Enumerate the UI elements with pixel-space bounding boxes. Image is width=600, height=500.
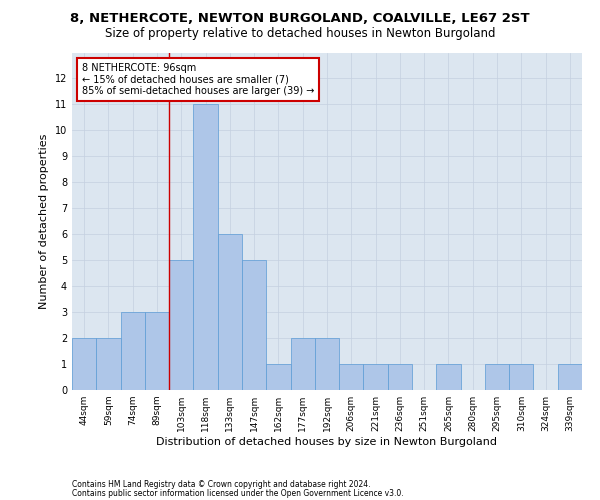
Bar bbox=[485, 364, 509, 390]
Text: 8 NETHERCOTE: 96sqm
← 15% of detached houses are smaller (7)
85% of semi-detache: 8 NETHERCOTE: 96sqm ← 15% of detached ho… bbox=[82, 62, 314, 96]
Text: Size of property relative to detached houses in Newton Burgoland: Size of property relative to detached ho… bbox=[105, 28, 495, 40]
Y-axis label: Number of detached properties: Number of detached properties bbox=[39, 134, 49, 309]
Bar bbox=[388, 364, 412, 390]
Bar bbox=[96, 338, 121, 390]
Bar bbox=[364, 364, 388, 390]
Bar bbox=[290, 338, 315, 390]
Text: Contains public sector information licensed under the Open Government Licence v3: Contains public sector information licen… bbox=[72, 488, 404, 498]
Bar bbox=[193, 104, 218, 390]
Bar bbox=[145, 312, 169, 390]
Bar bbox=[121, 312, 145, 390]
Bar bbox=[315, 338, 339, 390]
Bar bbox=[266, 364, 290, 390]
Text: 8, NETHERCOTE, NEWTON BURGOLAND, COALVILLE, LE67 2ST: 8, NETHERCOTE, NEWTON BURGOLAND, COALVIL… bbox=[70, 12, 530, 26]
Text: Contains HM Land Registry data © Crown copyright and database right 2024.: Contains HM Land Registry data © Crown c… bbox=[72, 480, 371, 489]
Bar bbox=[72, 338, 96, 390]
Bar bbox=[436, 364, 461, 390]
Bar bbox=[558, 364, 582, 390]
Bar bbox=[339, 364, 364, 390]
Bar bbox=[242, 260, 266, 390]
X-axis label: Distribution of detached houses by size in Newton Burgoland: Distribution of detached houses by size … bbox=[157, 437, 497, 447]
Bar bbox=[509, 364, 533, 390]
Bar bbox=[169, 260, 193, 390]
Bar bbox=[218, 234, 242, 390]
